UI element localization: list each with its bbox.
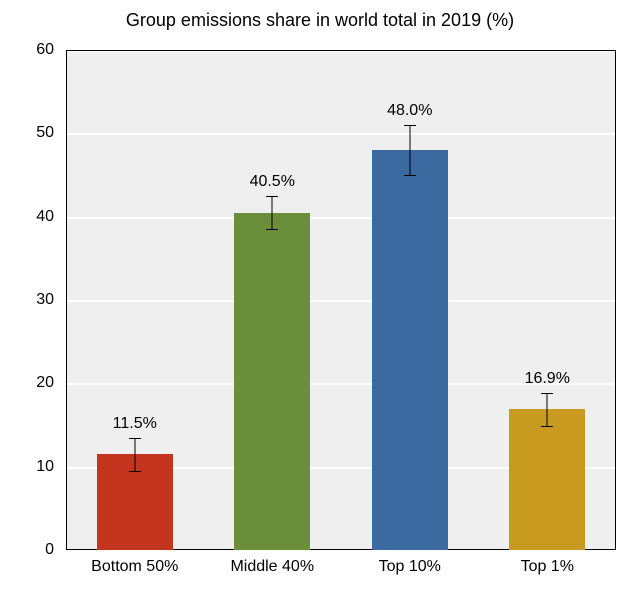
error-cap: [404, 175, 416, 176]
chart-title: Group emissions share in world total in …: [0, 10, 640, 31]
emissions-chart: Group emissions share in world total in …: [0, 0, 640, 593]
ytick-label: 0: [0, 541, 54, 559]
xtick-label: Bottom 50%: [91, 558, 178, 576]
error-cap: [129, 471, 141, 472]
axis-border: [66, 50, 616, 51]
ytick-label: 10: [0, 458, 54, 476]
error-cap: [541, 426, 553, 427]
error-cap: [266, 229, 278, 230]
ytick-label: 30: [0, 291, 54, 309]
plot-area: 11.5% 40.5% 48.0% 16.9%: [66, 50, 616, 550]
ytick-label: 20: [0, 374, 54, 392]
error-bar: [134, 438, 135, 471]
bar-value-label: 48.0%: [387, 102, 432, 120]
ytick-label: 50: [0, 124, 54, 142]
bar-value-label: 16.9%: [525, 370, 570, 388]
error-bar: [409, 125, 410, 175]
error-bar: [272, 196, 273, 229]
xtick-label: Top 10%: [379, 558, 441, 576]
bar-value-label: 40.5%: [250, 173, 295, 191]
error-cap: [129, 438, 141, 439]
error-bar: [547, 393, 548, 426]
error-cap: [541, 393, 553, 394]
gridline: [66, 550, 616, 552]
axis-border: [66, 50, 67, 550]
bar-value-label: 11.5%: [113, 415, 157, 433]
bar: [372, 150, 448, 550]
gridline: [66, 133, 616, 135]
xtick-label: Middle 40%: [230, 558, 314, 576]
gridline: [66, 300, 616, 302]
gridline: [66, 217, 616, 219]
xtick-label: Top 1%: [521, 558, 574, 576]
error-cap: [266, 196, 278, 197]
bar: [234, 213, 310, 551]
axis-border: [615, 50, 616, 550]
ytick-label: 40: [0, 208, 54, 226]
ytick-label: 60: [0, 41, 54, 59]
error-cap: [404, 125, 416, 126]
bar: [509, 409, 585, 550]
